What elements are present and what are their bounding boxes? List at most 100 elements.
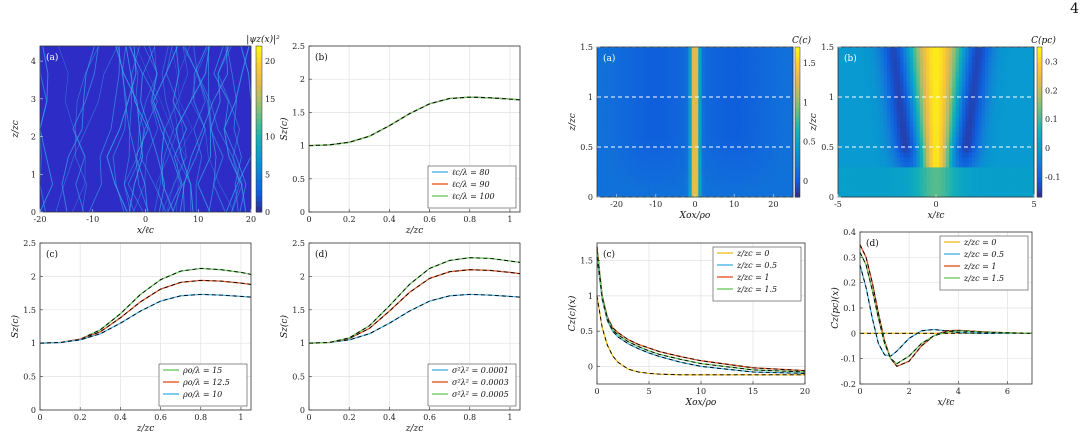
heatmap-cell: [753, 152, 758, 158]
heatmap-cell: [639, 177, 644, 183]
heatmap-cell: [880, 172, 885, 178]
heatmap-cell: [952, 97, 956, 103]
heatmap-cell: [1001, 152, 1005, 158]
x-tick-label: 1: [507, 413, 512, 422]
heatmap-cell: [750, 192, 755, 198]
heatmap-cell: [854, 137, 858, 143]
heatmap-cell: [958, 142, 963, 148]
heatmap-cell: [786, 147, 791, 153]
heatmap-cell: [773, 117, 778, 123]
heatmap-cell: [936, 142, 940, 148]
heatmap-cell: [945, 172, 950, 178]
heatmap-cell: [606, 187, 611, 193]
heatmap-cell: [727, 127, 732, 133]
heatmap-cell: [887, 142, 891, 148]
heatmap-cell: [655, 112, 660, 118]
heatmap-cell: [708, 177, 712, 183]
heatmap-cell: [740, 112, 745, 118]
heatmap-cell: [639, 62, 644, 68]
heatmap-cell: [740, 182, 745, 188]
heatmap-cell: [952, 87, 956, 93]
heatmap-cell: [1011, 137, 1015, 143]
heatmap-cell: [727, 132, 732, 138]
heatmap-cell: [991, 97, 996, 103]
heatmap-cell: [1027, 97, 1032, 103]
heatmap-cell: [717, 57, 722, 63]
heatmap-cell: [668, 62, 673, 68]
heatmap-cell: [1027, 167, 1032, 173]
heatmap-cell: [779, 147, 784, 153]
heatmap-cell: [978, 47, 983, 53]
heatmap-cell: [955, 182, 960, 188]
heatmap-cell: [704, 152, 709, 158]
heatmap-cell: [665, 132, 670, 138]
heatmap-cell: [949, 112, 953, 118]
heatmap-cell: [971, 47, 976, 53]
heatmap-cell: [877, 162, 881, 168]
heatmap-cell: [998, 82, 1002, 88]
heatmap-cell: [926, 137, 930, 143]
heatmap-cell: [870, 137, 875, 143]
heatmap-cell: [841, 157, 845, 163]
heatmap-cell: [711, 182, 715, 188]
heatmap-cell: [623, 147, 627, 153]
heatmap-cell: [691, 117, 696, 123]
heatmap-cell: [698, 77, 702, 83]
heatmap-cell: [636, 122, 640, 128]
heatmap-cell: [632, 187, 637, 193]
heatmap-cell: [1017, 122, 1022, 128]
heatmap-cell: [675, 147, 680, 153]
heatmap-cell: [714, 157, 719, 163]
heatmap-cell: [757, 47, 761, 53]
heatmap-cell: [1027, 187, 1032, 193]
heatmap-cell: [870, 127, 875, 133]
heatmap-cell: [978, 187, 983, 193]
heatmap-cell: [1024, 162, 1028, 168]
heatmap-cell: [1020, 177, 1025, 183]
heatmap-cell: [841, 147, 845, 153]
heatmap-cell: [857, 87, 862, 93]
heatmap-cell: [632, 82, 637, 88]
heatmap-cell: [691, 172, 696, 178]
heatmap-cell: [916, 77, 921, 83]
heatmap-cell: [887, 112, 891, 118]
heatmap-cell: [730, 72, 735, 78]
heatmap-cell: [642, 72, 647, 78]
heatmap-cell: [883, 187, 888, 193]
y-tick-label: 0.5: [580, 143, 593, 152]
heatmap-cell: [675, 127, 680, 133]
heatmap-cell: [838, 82, 842, 88]
heatmap-cell: [919, 167, 924, 173]
heatmap-cell: [860, 47, 865, 53]
heatmap-cell: [1014, 152, 1019, 158]
heatmap-cell: [639, 77, 644, 83]
heatmap-cell: [766, 162, 771, 168]
panel-label: (a): [603, 53, 615, 64]
heatmap-cell: [773, 122, 778, 128]
heatmap-cell: [955, 47, 960, 53]
heatmap-cell: [838, 107, 842, 113]
heatmap-cell: [649, 162, 653, 168]
heatmap-cell: [603, 102, 608, 108]
heatmap-cell: [786, 107, 791, 113]
colorbar-swatch: [1037, 132, 1042, 138]
heatmap-cell: [900, 137, 904, 143]
heatmap-cell: [773, 177, 778, 183]
heatmap-cell: [860, 122, 865, 128]
heatmap-cell: [770, 157, 774, 163]
heatmap-cell: [734, 52, 738, 58]
heatmap-cell: [603, 137, 608, 143]
heatmap-cell: [838, 157, 842, 163]
heatmap-cell: [998, 192, 1002, 198]
heatmap-cell: [789, 82, 794, 88]
heatmap-cell: [721, 157, 725, 163]
speckle-ridge: [179, 45, 229, 213]
colorbar-swatch: [1037, 72, 1042, 78]
heatmap-cell: [860, 162, 865, 168]
heatmap-cell: [887, 52, 891, 58]
heatmap-cell: [1011, 127, 1015, 133]
heatmap-cell: [864, 122, 868, 128]
heatmap-cell: [838, 137, 842, 143]
heatmap-cell: [870, 172, 875, 178]
heatmap-cell: [730, 82, 735, 88]
